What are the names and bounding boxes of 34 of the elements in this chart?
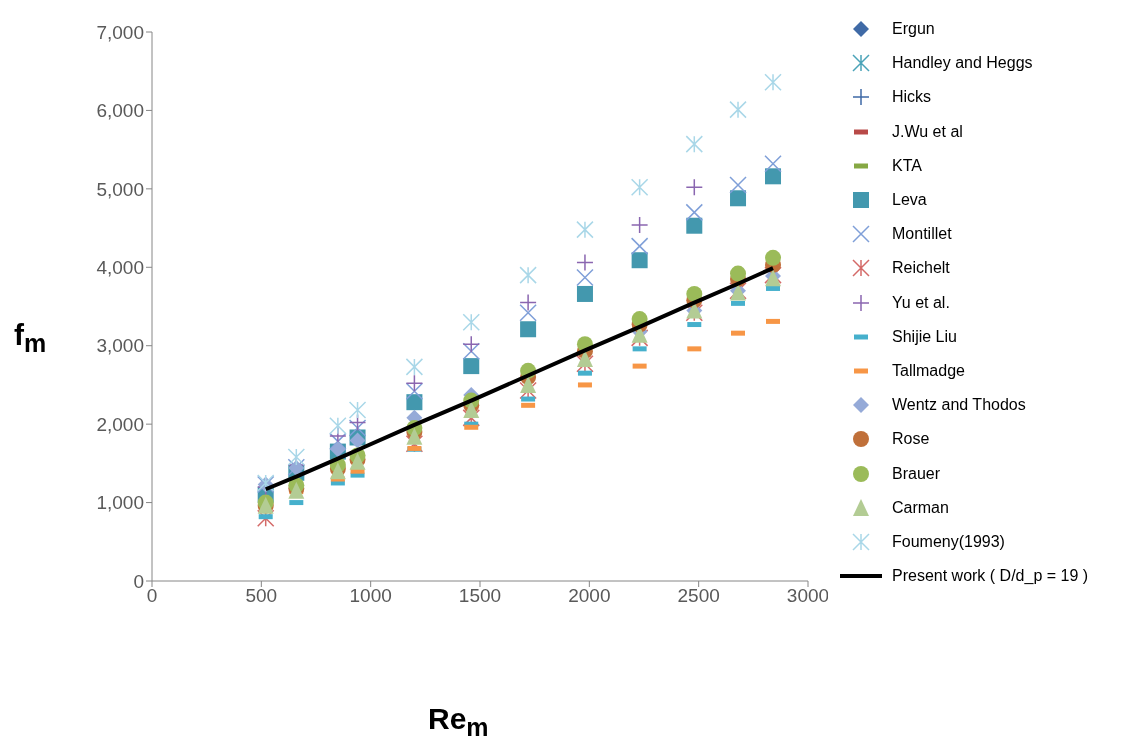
legend-label: Tallmadge bbox=[892, 361, 965, 380]
x-axis-title: Re$_{m}$ bbox=[428, 702, 489, 742]
y-tick-label: 0 bbox=[133, 570, 144, 592]
legend-label: Carman bbox=[892, 498, 949, 517]
y-tick-label: 4,000 bbox=[96, 257, 144, 279]
y-tick-label: 3,000 bbox=[96, 335, 144, 357]
x-tick-label: 1500 bbox=[458, 585, 502, 607]
x-tick-label: 3000 bbox=[786, 585, 830, 607]
x-tick-label: 1000 bbox=[349, 585, 392, 607]
y-tick-label: 1,000 bbox=[96, 492, 144, 514]
y-tick-label: 7,000 bbox=[96, 21, 144, 43]
y-axis-title: f$_{m}$ bbox=[14, 318, 47, 358]
y-tick-label: 5,000 bbox=[96, 178, 144, 200]
x-tick-label: 2500 bbox=[677, 585, 720, 607]
legend-label: Shijie Liu bbox=[892, 327, 957, 346]
legend-label: Ergun bbox=[892, 20, 935, 39]
legend-label: Wentz and Thodos bbox=[892, 396, 1026, 415]
legend-label: J.Wu et al bbox=[892, 122, 963, 141]
legend-label: Reichelt bbox=[892, 259, 950, 278]
x-tick-label: 2000 bbox=[568, 585, 611, 607]
legend-label: Present work ( D/d_p = 19 ) bbox=[892, 567, 1089, 586]
x-tick-label: 0 bbox=[146, 585, 158, 607]
legend-label: Yu et al. bbox=[892, 293, 950, 312]
legend-label: Montillet bbox=[892, 225, 952, 244]
legend-label: Hicks bbox=[892, 88, 932, 107]
legend-label: Leva bbox=[892, 191, 927, 210]
y-tick-label: 2,000 bbox=[96, 413, 144, 435]
legend-label: Brauer bbox=[892, 464, 941, 483]
x-tick-label: 500 bbox=[245, 585, 278, 607]
legend-label: Handley and Heggs bbox=[892, 54, 1033, 73]
legend-label: KTA bbox=[892, 156, 922, 175]
legend-label: Foumeny(1993) bbox=[892, 532, 1005, 551]
legend-label: Rose bbox=[892, 430, 930, 449]
y-tick-label: 6,000 bbox=[96, 100, 144, 122]
